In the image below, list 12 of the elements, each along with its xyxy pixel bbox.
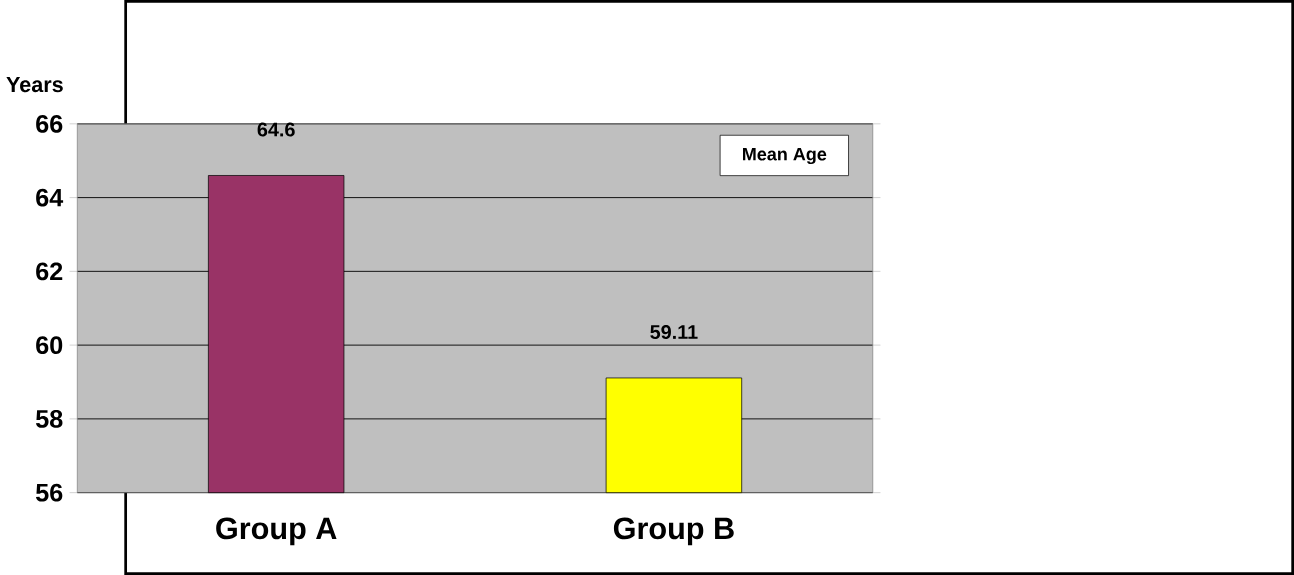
data-label: 64.6 — [257, 122, 295, 137]
y-tick-label: 62 — [36, 262, 63, 281]
y-axis-title: Years — [6, 77, 63, 93]
y-tick-label: 64 — [36, 188, 64, 207]
x-tick-label: Group B — [613, 517, 734, 546]
x-tick-label: Group A — [216, 517, 337, 546]
y-tick-label: 56 — [35, 483, 63, 502]
y-tick-label: 60 — [36, 336, 63, 355]
y-tick-label: 66 — [36, 114, 63, 133]
text: Mean Age — [743, 147, 827, 165]
data-label: 59.11 — [650, 325, 698, 340]
y-tick-label: 58 — [35, 409, 63, 428]
